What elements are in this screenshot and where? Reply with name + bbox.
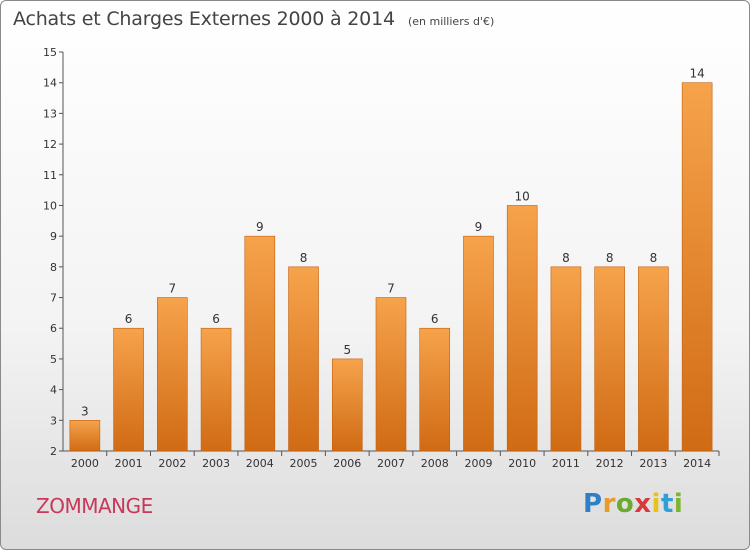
- y-tick-label: 3: [50, 414, 57, 427]
- brand-letter: P: [583, 489, 603, 519]
- bar: [681, 82, 713, 452]
- chart-title: Achats et Charges Externes 2000 à 2014: [13, 8, 395, 30]
- brand-letter: x: [634, 489, 652, 519]
- x-tick-label: 2011: [552, 457, 580, 470]
- chart-subtitle: (en milliers d'€): [407, 15, 495, 28]
- data-label: 14: [689, 67, 704, 81]
- data-label: 7: [169, 282, 177, 296]
- x-tick-label: 2001: [115, 457, 143, 470]
- data-label: 6: [125, 312, 133, 326]
- x-tick-label: 2000: [71, 457, 99, 470]
- x-tick-label: 2002: [158, 457, 186, 470]
- y-tick-label: 2: [50, 445, 57, 458]
- x-tick-label: 2004: [246, 457, 274, 470]
- data-label: 10: [515, 189, 530, 203]
- y-tick-label: 6: [50, 322, 57, 335]
- y-tick-label: 12: [43, 138, 57, 151]
- data-label: 6: [212, 312, 220, 326]
- x-tick-label: 2012: [596, 457, 624, 470]
- bar: [200, 327, 232, 452]
- brand-letter: o: [615, 489, 635, 519]
- y-tick-label: 10: [43, 199, 57, 212]
- data-label: 3: [81, 404, 89, 418]
- y-tick-label: 11: [43, 169, 57, 182]
- bar: [419, 327, 451, 452]
- x-tick-label: 2009: [464, 457, 492, 470]
- bar: [244, 235, 276, 452]
- brand-letter: r: [602, 489, 616, 519]
- y-tick-label: 9: [50, 230, 57, 243]
- brand-letter: t: [660, 489, 674, 519]
- bar: [331, 358, 363, 452]
- brand-letter: i: [673, 489, 684, 519]
- data-label: 7: [387, 282, 395, 296]
- bar: [638, 266, 669, 452]
- x-tick-label: 2003: [202, 457, 230, 470]
- bar: [375, 297, 407, 452]
- y-tick-label: 7: [50, 292, 57, 305]
- bar: [113, 327, 144, 452]
- x-tick-label: 2010: [508, 457, 536, 470]
- commune-name: ZOMMANGE: [36, 494, 153, 518]
- bar: [506, 205, 538, 452]
- bar: [550, 266, 582, 452]
- bars: [69, 82, 713, 452]
- bar: [594, 266, 625, 452]
- proxiti-logo[interactable]: Proxiti: [583, 489, 683, 519]
- data-labels: 3 6 7 6 9 8 5 7 6 9 10 8 8 8 14: [81, 67, 705, 419]
- data-label: 5: [343, 343, 351, 357]
- y-tick-label: 14: [43, 77, 57, 90]
- bar: [157, 297, 188, 452]
- data-label: 6: [431, 312, 439, 326]
- x-tick-label: 2007: [377, 457, 405, 470]
- x-tick-label: 2005: [290, 457, 318, 470]
- bar: [463, 235, 494, 452]
- y-tick-label: 15: [43, 46, 57, 59]
- x-tick-label: 2013: [639, 457, 667, 470]
- y-axis: 2 3 4 5 6 7 8 9 10 11 12 13 14 15: [43, 46, 64, 458]
- data-label: 8: [606, 251, 614, 265]
- x-tick-label: 2014: [683, 457, 711, 470]
- x-axis: 2000 2001 2002 2003 2004 2005 2006 2007 2008 2009…: [63, 450, 720, 470]
- data-label: 9: [475, 220, 483, 234]
- y-tick-label: 8: [50, 261, 57, 274]
- brand-letter: i: [651, 489, 661, 519]
- data-label: 8: [300, 251, 308, 265]
- y-tick-label: 4: [50, 384, 57, 397]
- title-row: Achats et Charges Externes 2000 à 2014 (…: [13, 8, 494, 30]
- y-tick-label: 5: [50, 353, 57, 366]
- x-tick-label: 2008: [421, 457, 449, 470]
- data-label: 8: [562, 251, 570, 265]
- bar: [69, 420, 101, 452]
- bar: [288, 266, 319, 452]
- data-label: 8: [650, 251, 658, 265]
- y-tick-label: 13: [43, 107, 57, 120]
- data-label: 9: [256, 220, 264, 234]
- x-tick-label: 2006: [333, 457, 361, 470]
